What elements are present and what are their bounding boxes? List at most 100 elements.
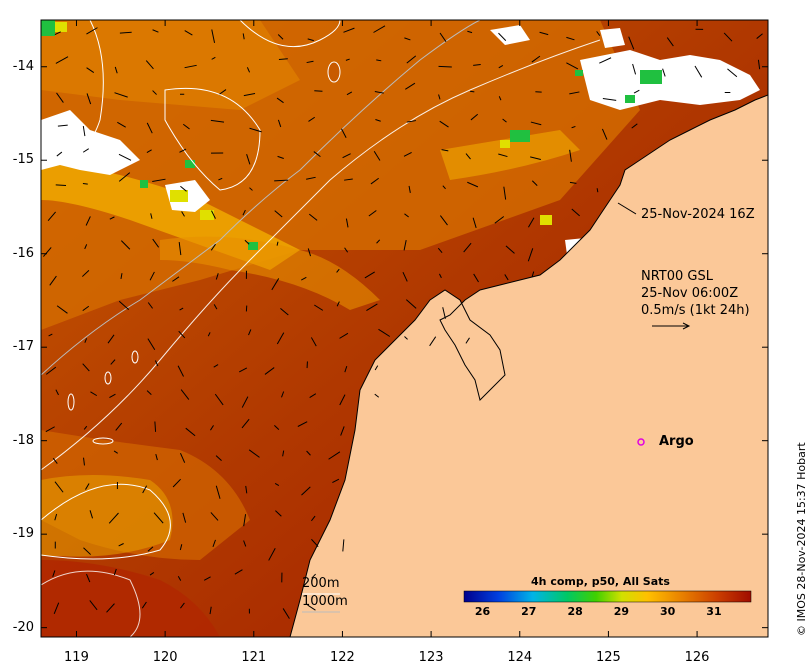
current-vector xyxy=(467,30,473,34)
current-vector xyxy=(82,182,88,185)
island xyxy=(67,393,75,411)
colorbar-tick-label: 29 xyxy=(613,605,630,618)
current-vector xyxy=(311,573,316,579)
current-vector xyxy=(241,418,250,429)
current-vector xyxy=(113,568,117,576)
current-vector xyxy=(373,25,386,33)
current-vector xyxy=(234,569,243,575)
current-vector xyxy=(180,452,186,463)
colorbar-tick-label: 30 xyxy=(660,605,676,618)
current-vector xyxy=(219,89,227,95)
current-vector xyxy=(246,154,251,165)
current-vector xyxy=(276,241,279,246)
current-vector xyxy=(141,601,147,609)
current-vector xyxy=(182,123,190,130)
current-vector xyxy=(211,210,216,219)
current-vector xyxy=(465,153,471,160)
y-tick-label: -20 xyxy=(12,619,34,635)
current-vector xyxy=(178,242,182,256)
current-vector xyxy=(301,486,311,496)
current-vector xyxy=(467,181,479,188)
current-vector xyxy=(278,58,288,61)
argo-marker xyxy=(637,438,645,446)
current-vector xyxy=(307,248,312,257)
isobath-1000m-label: 1000m xyxy=(302,594,348,609)
current-vector xyxy=(48,333,53,337)
current-vector xyxy=(309,393,317,398)
y-tick-label: -19 xyxy=(12,526,34,542)
current-vector xyxy=(117,121,126,128)
current-vector xyxy=(439,32,447,42)
x-tick-label: 124 xyxy=(507,650,533,665)
current-vector xyxy=(114,92,128,98)
current-vector xyxy=(276,332,285,345)
isobath-contour xyxy=(41,483,171,560)
current-vector xyxy=(84,338,88,343)
current-vector xyxy=(404,37,411,41)
current-vector xyxy=(346,91,353,96)
yellow-sst-specks xyxy=(55,22,552,225)
pass-time-label: 25-Nov-2024 16Z xyxy=(641,207,755,222)
sst-yellow-band-2 xyxy=(440,130,580,180)
current-vector xyxy=(172,478,181,488)
current-vector xyxy=(403,151,412,157)
current-vector xyxy=(494,216,505,224)
current-vector xyxy=(81,269,90,277)
y-tick-label: -15 xyxy=(12,152,34,168)
current-vector xyxy=(336,268,340,273)
current-vector xyxy=(238,367,248,373)
current-vector xyxy=(314,304,324,311)
australia-landmass xyxy=(290,20,768,637)
current-vector xyxy=(297,421,308,427)
current-vector xyxy=(242,209,246,216)
current-vector xyxy=(376,239,381,244)
sst-southwest-pale xyxy=(41,475,173,557)
colorbar xyxy=(463,590,752,603)
current-vector xyxy=(566,36,575,41)
current-vector xyxy=(109,393,116,398)
current-vector xyxy=(185,427,196,437)
current-vector xyxy=(633,89,640,94)
current-vector xyxy=(569,181,577,184)
y-tick-label: -16 xyxy=(12,245,34,261)
current-vector xyxy=(209,606,212,615)
cloud-patch xyxy=(41,110,140,175)
current-vector xyxy=(437,247,443,254)
current-vector xyxy=(86,27,98,35)
current-vector xyxy=(268,547,276,561)
current-vector xyxy=(465,337,470,344)
current-vector xyxy=(340,426,345,436)
current-vector xyxy=(438,273,442,279)
current-vector xyxy=(249,187,253,191)
current-vector xyxy=(694,65,703,78)
current-vector xyxy=(248,329,252,336)
isobath-200m xyxy=(41,39,601,471)
current-vector xyxy=(55,184,67,187)
current-vector xyxy=(83,425,88,430)
current-vector xyxy=(85,216,91,226)
credit-text: © IMOS 28-Nov-2024 15:37 Hobart xyxy=(795,442,808,636)
current-vector xyxy=(307,38,314,42)
current-vector xyxy=(86,573,91,583)
current-vector xyxy=(404,213,409,218)
current-vector xyxy=(172,276,180,282)
current-vector xyxy=(82,363,90,372)
current-vector xyxy=(244,239,250,245)
current-vector xyxy=(243,92,256,97)
current-vector xyxy=(210,512,219,521)
current-vector xyxy=(147,338,156,351)
current-vector xyxy=(119,31,132,34)
current-vector xyxy=(82,126,86,137)
current-vector xyxy=(213,304,218,310)
current-vector xyxy=(54,481,64,493)
colorbar-tick-label: 26 xyxy=(474,605,491,618)
current-vector xyxy=(282,608,290,619)
current-vector xyxy=(86,67,95,73)
current-vector xyxy=(276,97,284,104)
current-vector xyxy=(181,211,185,217)
current-vector xyxy=(596,188,599,193)
current-scale-label: 0.5m/s (1kt 24h) xyxy=(641,303,750,318)
current-vector xyxy=(328,451,341,460)
current-vector xyxy=(184,30,193,36)
current-vector xyxy=(332,478,340,483)
